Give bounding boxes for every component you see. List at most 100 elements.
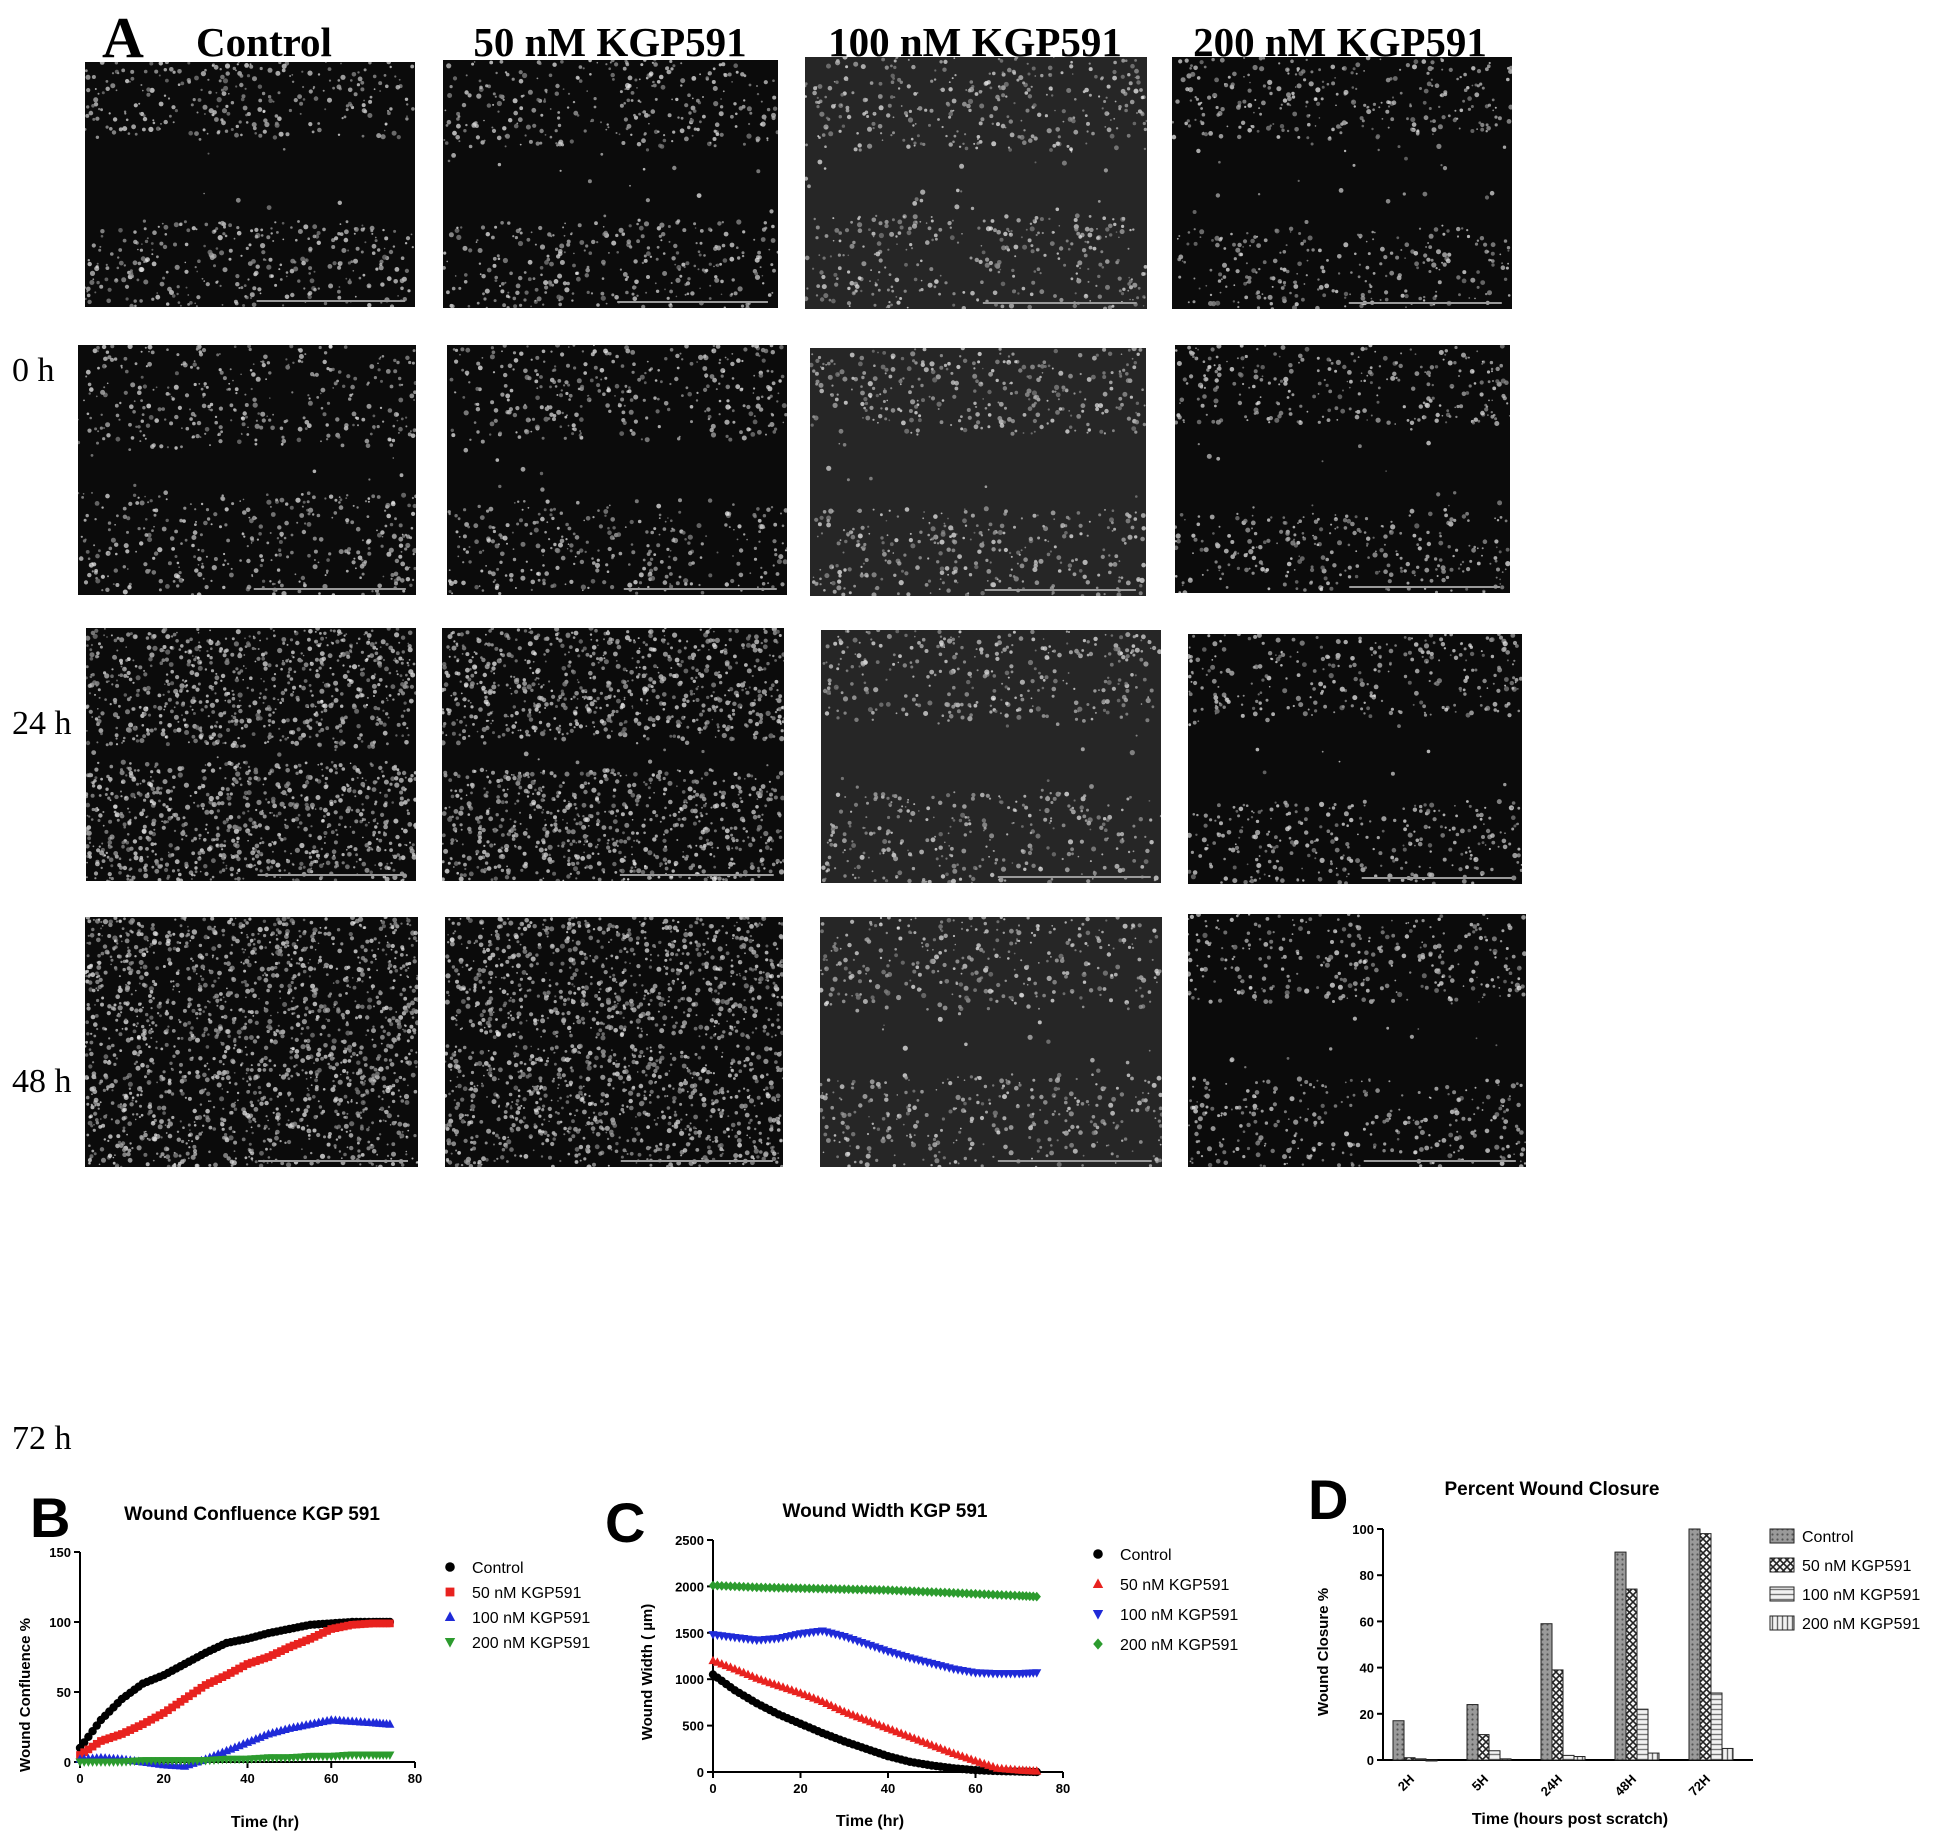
data-point	[818, 1583, 827, 1594]
chart-d-x-label: Time (hours post scratch)	[1472, 1811, 1668, 1828]
data-point	[931, 1587, 941, 1598]
bar	[1499, 1758, 1512, 1761]
data-point	[953, 1588, 963, 1598]
data-point	[88, 1742, 97, 1751]
legend-marker	[445, 1587, 455, 1597]
data-point	[888, 1585, 897, 1596]
x-axis-tick-label: 0	[709, 1781, 716, 1796]
micrograph-200nm-0h	[1172, 57, 1512, 309]
data-point	[866, 1584, 875, 1595]
legend-marker	[445, 1562, 455, 1572]
data-point	[97, 1737, 105, 1745]
y-axis-tick-label: 40	[1360, 1661, 1374, 1676]
legend-swatch	[1769, 1528, 1795, 1544]
data-point	[721, 1581, 731, 1591]
data-point	[298, 1638, 306, 1647]
micrograph-200nm-72h	[1188, 914, 1526, 1167]
data-point	[339, 1622, 348, 1631]
data-point	[743, 1582, 753, 1592]
data-point	[875, 1585, 884, 1595]
data-point	[765, 1582, 775, 1593]
y-axis-tick-label: 0	[64, 1755, 71, 1770]
chart-d-title: Percent Wound Closure	[1444, 1479, 1659, 1500]
series-3	[708, 1580, 1041, 1602]
data-point	[918, 1586, 928, 1597]
x-axis-tick-label: 80	[408, 1771, 422, 1786]
data-point	[193, 1686, 202, 1695]
data-point	[335, 1623, 344, 1632]
bar	[1540, 1623, 1553, 1761]
data-point	[314, 1631, 323, 1639]
data-point	[857, 1584, 866, 1595]
data-point	[118, 1730, 126, 1738]
data-point	[235, 1664, 243, 1673]
bar	[1625, 1588, 1638, 1761]
data-point	[247, 1658, 256, 1667]
data-point	[319, 1629, 327, 1637]
data-point	[302, 1636, 310, 1645]
data-point	[180, 1695, 189, 1703]
x-axis-tick-label: 2H	[1395, 1772, 1417, 1794]
micrograph-50nm-48h	[442, 628, 784, 881]
column-header-50nm: 50 nM KGP591	[473, 19, 747, 65]
chart-c-y-label: Wound Width ( µm)	[639, 1604, 656, 1741]
data-point	[971, 1588, 980, 1599]
data-point	[761, 1582, 770, 1593]
data-point	[306, 1634, 315, 1643]
data-point	[80, 1748, 89, 1757]
bar	[1688, 1528, 1701, 1761]
data-point	[214, 1675, 223, 1683]
data-point	[927, 1587, 936, 1597]
panel-b-letter: B	[30, 1486, 70, 1549]
data-point	[256, 1655, 264, 1664]
data-point	[327, 1625, 336, 1633]
chart-b-x-label: Time (hr)	[231, 1814, 299, 1831]
micrograph-control-48h	[86, 628, 416, 881]
data-point	[892, 1585, 901, 1596]
data-point	[84, 1745, 93, 1754]
micrograph-100nm-48h	[821, 630, 1161, 883]
chart-b-title: Wound Confluence KGP 591	[124, 1504, 380, 1525]
series-3	[75, 1751, 395, 1767]
legend-label: 200 nM KGP591	[472, 1635, 590, 1652]
row-label-72h: 72 h	[12, 1420, 72, 1457]
legend-label: Control	[1802, 1529, 1854, 1546]
row-label-24h: 24 h	[12, 705, 72, 742]
x-axis-tick-label: 40	[240, 1771, 254, 1786]
chart-d-y-label: Wound Closure %	[1315, 1588, 1332, 1716]
legend-marker	[444, 1638, 456, 1648]
y-axis-tick-label: 60	[1360, 1614, 1374, 1629]
x-axis-tick-label: 60	[968, 1781, 982, 1796]
data-point	[143, 1718, 151, 1726]
chart-c-x-label: Time (hr)	[836, 1813, 904, 1830]
data-point	[243, 1660, 252, 1668]
data-point	[1032, 1766, 1042, 1775]
legend-label: 200 nM KGP591	[1120, 1637, 1238, 1654]
bar	[1721, 1747, 1734, 1761]
data-point	[923, 1586, 932, 1597]
data-point	[210, 1677, 218, 1685]
chart-percent-closure: D Percent Wound Closure Time (hours post…	[1308, 1468, 1920, 1828]
chart-b-y-label: Wound Confluence %	[17, 1618, 34, 1772]
chart-wound-confluence: B Wound Confluence KGP 591 Time (hr) Wou…	[17, 1486, 590, 1831]
chart-wound-width: C Wound Width KGP 591 Time (hr) Wound Wi…	[605, 1491, 1238, 1830]
legend-marker	[1092, 1610, 1104, 1620]
data-point	[201, 1681, 210, 1689]
bar	[1477, 1734, 1490, 1761]
panel-c-letter: C	[605, 1491, 645, 1554]
data-point	[708, 1580, 718, 1591]
data-point	[92, 1739, 101, 1748]
data-point	[356, 1620, 365, 1629]
y-axis-tick-label: 80	[1360, 1568, 1374, 1583]
data-point	[331, 1624, 340, 1633]
data-point	[348, 1620, 357, 1629]
data-point	[386, 1619, 394, 1628]
micrograph-100nm-24h	[810, 348, 1146, 596]
data-point	[281, 1645, 290, 1654]
data-point	[770, 1582, 779, 1593]
y-axis-tick-label: 20	[1360, 1707, 1374, 1722]
y-axis-tick-label: 100	[49, 1615, 71, 1630]
data-point	[835, 1584, 845, 1594]
data-point	[848, 1584, 858, 1595]
x-axis-tick-label: 48H	[1612, 1772, 1639, 1799]
